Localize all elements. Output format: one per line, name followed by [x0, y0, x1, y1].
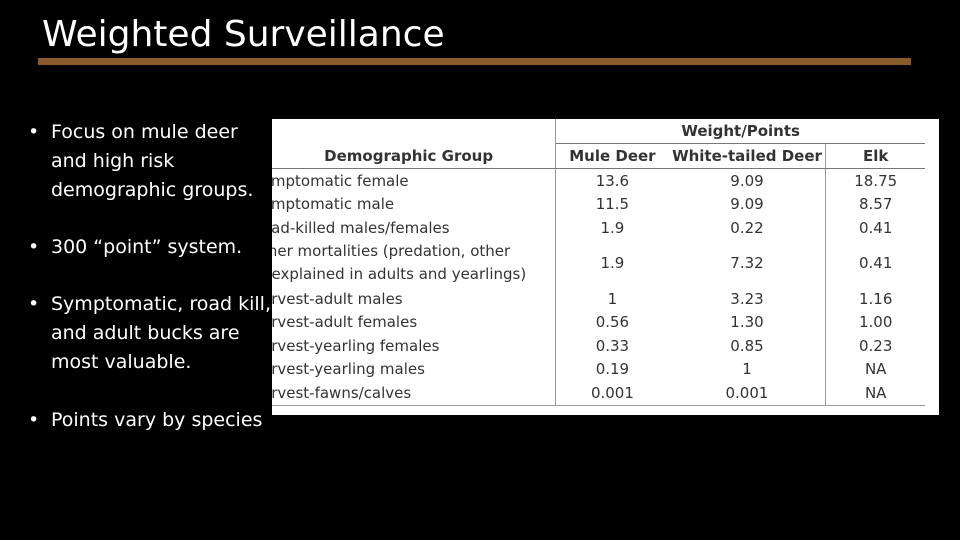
cell-white-tailed-deer: 3.23 [730, 289, 764, 308]
cell-group: arvest-yearling females [272, 333, 557, 358]
bullet-item: • 300 “point” system. [28, 233, 278, 262]
cell-elk: 1.00 [825, 310, 925, 334]
cell-white-tailed-deer: 9.09 [730, 195, 764, 214]
cell-mule-deer: 0.001 [555, 381, 669, 406]
cell-mule-deer: 1.9 [600, 253, 625, 272]
cell-white-tailed-deer: 7.32 [730, 253, 764, 272]
bullet-item: • Focus on mule deer and high risk demogr… [28, 118, 278, 205]
bullet-dot-icon: • [28, 409, 40, 431]
cell-group: ther mortalities (predation, other nexpl… [272, 239, 557, 287]
table-row: ymptomatic male 11.5 9.09 8.57 [272, 192, 925, 217]
cell-white-tailed-deer: 0.001 [668, 381, 826, 406]
table-row: arvest-fawns/calves 0.001 0.001 NA [272, 381, 925, 406]
table-row: arvest-yearling females 0.33 0.85 0.23 [272, 333, 925, 358]
cell-group: arvest-fawns/calves [272, 381, 557, 406]
column-header-group: Demographic Group [272, 143, 557, 169]
slide-title: Weighted Surveillance [42, 14, 445, 55]
bullet-list: • Focus on mule deer and high risk demogr… [28, 118, 278, 435]
cell-elk: 1.16 [825, 286, 925, 311]
cell-group: arvest-adult females [272, 310, 557, 334]
cell-white-tailed-deer: 0.85 [730, 336, 764, 355]
bullet-text: Focus on mule deer and high risk demogra… [51, 121, 254, 201]
column-header-mule-deer: Mule Deer [555, 143, 669, 169]
cell-white-tailed-deer: 9.09 [730, 171, 764, 190]
table-row: oad-killed males/females 1.9 0.22 0.41 [272, 216, 925, 240]
table-row: arvest-yearling males 0.19 1 NA [272, 357, 925, 382]
cell-elk: 0.41 [825, 239, 925, 287]
title-underline [38, 58, 911, 65]
weights-table-grid: Weight/Points Demographic Group Mule Dee… [272, 119, 925, 406]
cell-white-tailed-deer: 1 [742, 360, 752, 379]
table-header-blank [272, 119, 557, 144]
bullet-text: 300 “point” system. [51, 236, 243, 258]
table-row: arvest-adult females 0.56 1.30 1.00 [272, 310, 925, 334]
bullet-dot-icon: • [28, 293, 40, 315]
cell-mule-deer: 0.19 [595, 360, 630, 379]
weight-points-header: Weight/Points [555, 119, 925, 144]
cell-elk: NA [825, 381, 925, 406]
table-row: arvest-adult males 1 3.23 1.16 [272, 286, 925, 311]
cell-mule-deer: 1.9 [600, 218, 625, 237]
cell-mule-deer: 0.33 [595, 336, 630, 355]
cell-elk: 18.75 [825, 168, 925, 193]
cell-white-tailed-deer: 0.22 [730, 218, 764, 237]
cell-mule-deer: 11.5 [595, 195, 630, 214]
table-header-row-top: Weight/Points [272, 119, 925, 144]
column-header-white-tailed-deer: White-tailed Deer [668, 143, 826, 169]
cell-mule-deer: 0.56 [595, 313, 630, 332]
cell-group: arvest-adult males [272, 286, 557, 311]
cell-white-tailed-deer: 1.30 [730, 313, 764, 332]
cell-group: ymptomatic male [272, 192, 557, 217]
cell-group: oad-killed males/females [272, 216, 557, 240]
bullet-text: Symptomatic, road kill, and adult bucks … [51, 293, 271, 373]
cell-mule-deer: 1 [607, 289, 618, 308]
bullet-dot-icon: • [28, 236, 40, 258]
cell-elk: 0.41 [825, 216, 925, 240]
table-row: ther mortalities (predation, other nexpl… [272, 239, 925, 287]
cell-mule-deer: 13.6 [595, 171, 630, 190]
cell-group: arvest-yearling males [272, 357, 557, 382]
cell-elk: 8.57 [825, 192, 925, 217]
cell-elk: 0.23 [825, 333, 925, 358]
weights-table: Weight/Points Demographic Group Mule Dee… [272, 119, 939, 415]
cell-group: ymptomatic female [272, 168, 557, 193]
bullet-item: • Symptomatic, road kill, and adult bucks… [28, 290, 278, 377]
table-row: ymptomatic female 13.6 9.09 18.75 [272, 168, 925, 193]
bullet-text: Points vary by species [51, 409, 263, 431]
bullet-item: • Points vary by species [28, 406, 278, 435]
table-header-row: Demographic Group Mule Deer White-tailed… [272, 143, 925, 169]
cell-elk: NA [825, 357, 925, 382]
bullet-dot-icon: • [28, 121, 40, 143]
column-header-elk: Elk [825, 143, 925, 169]
